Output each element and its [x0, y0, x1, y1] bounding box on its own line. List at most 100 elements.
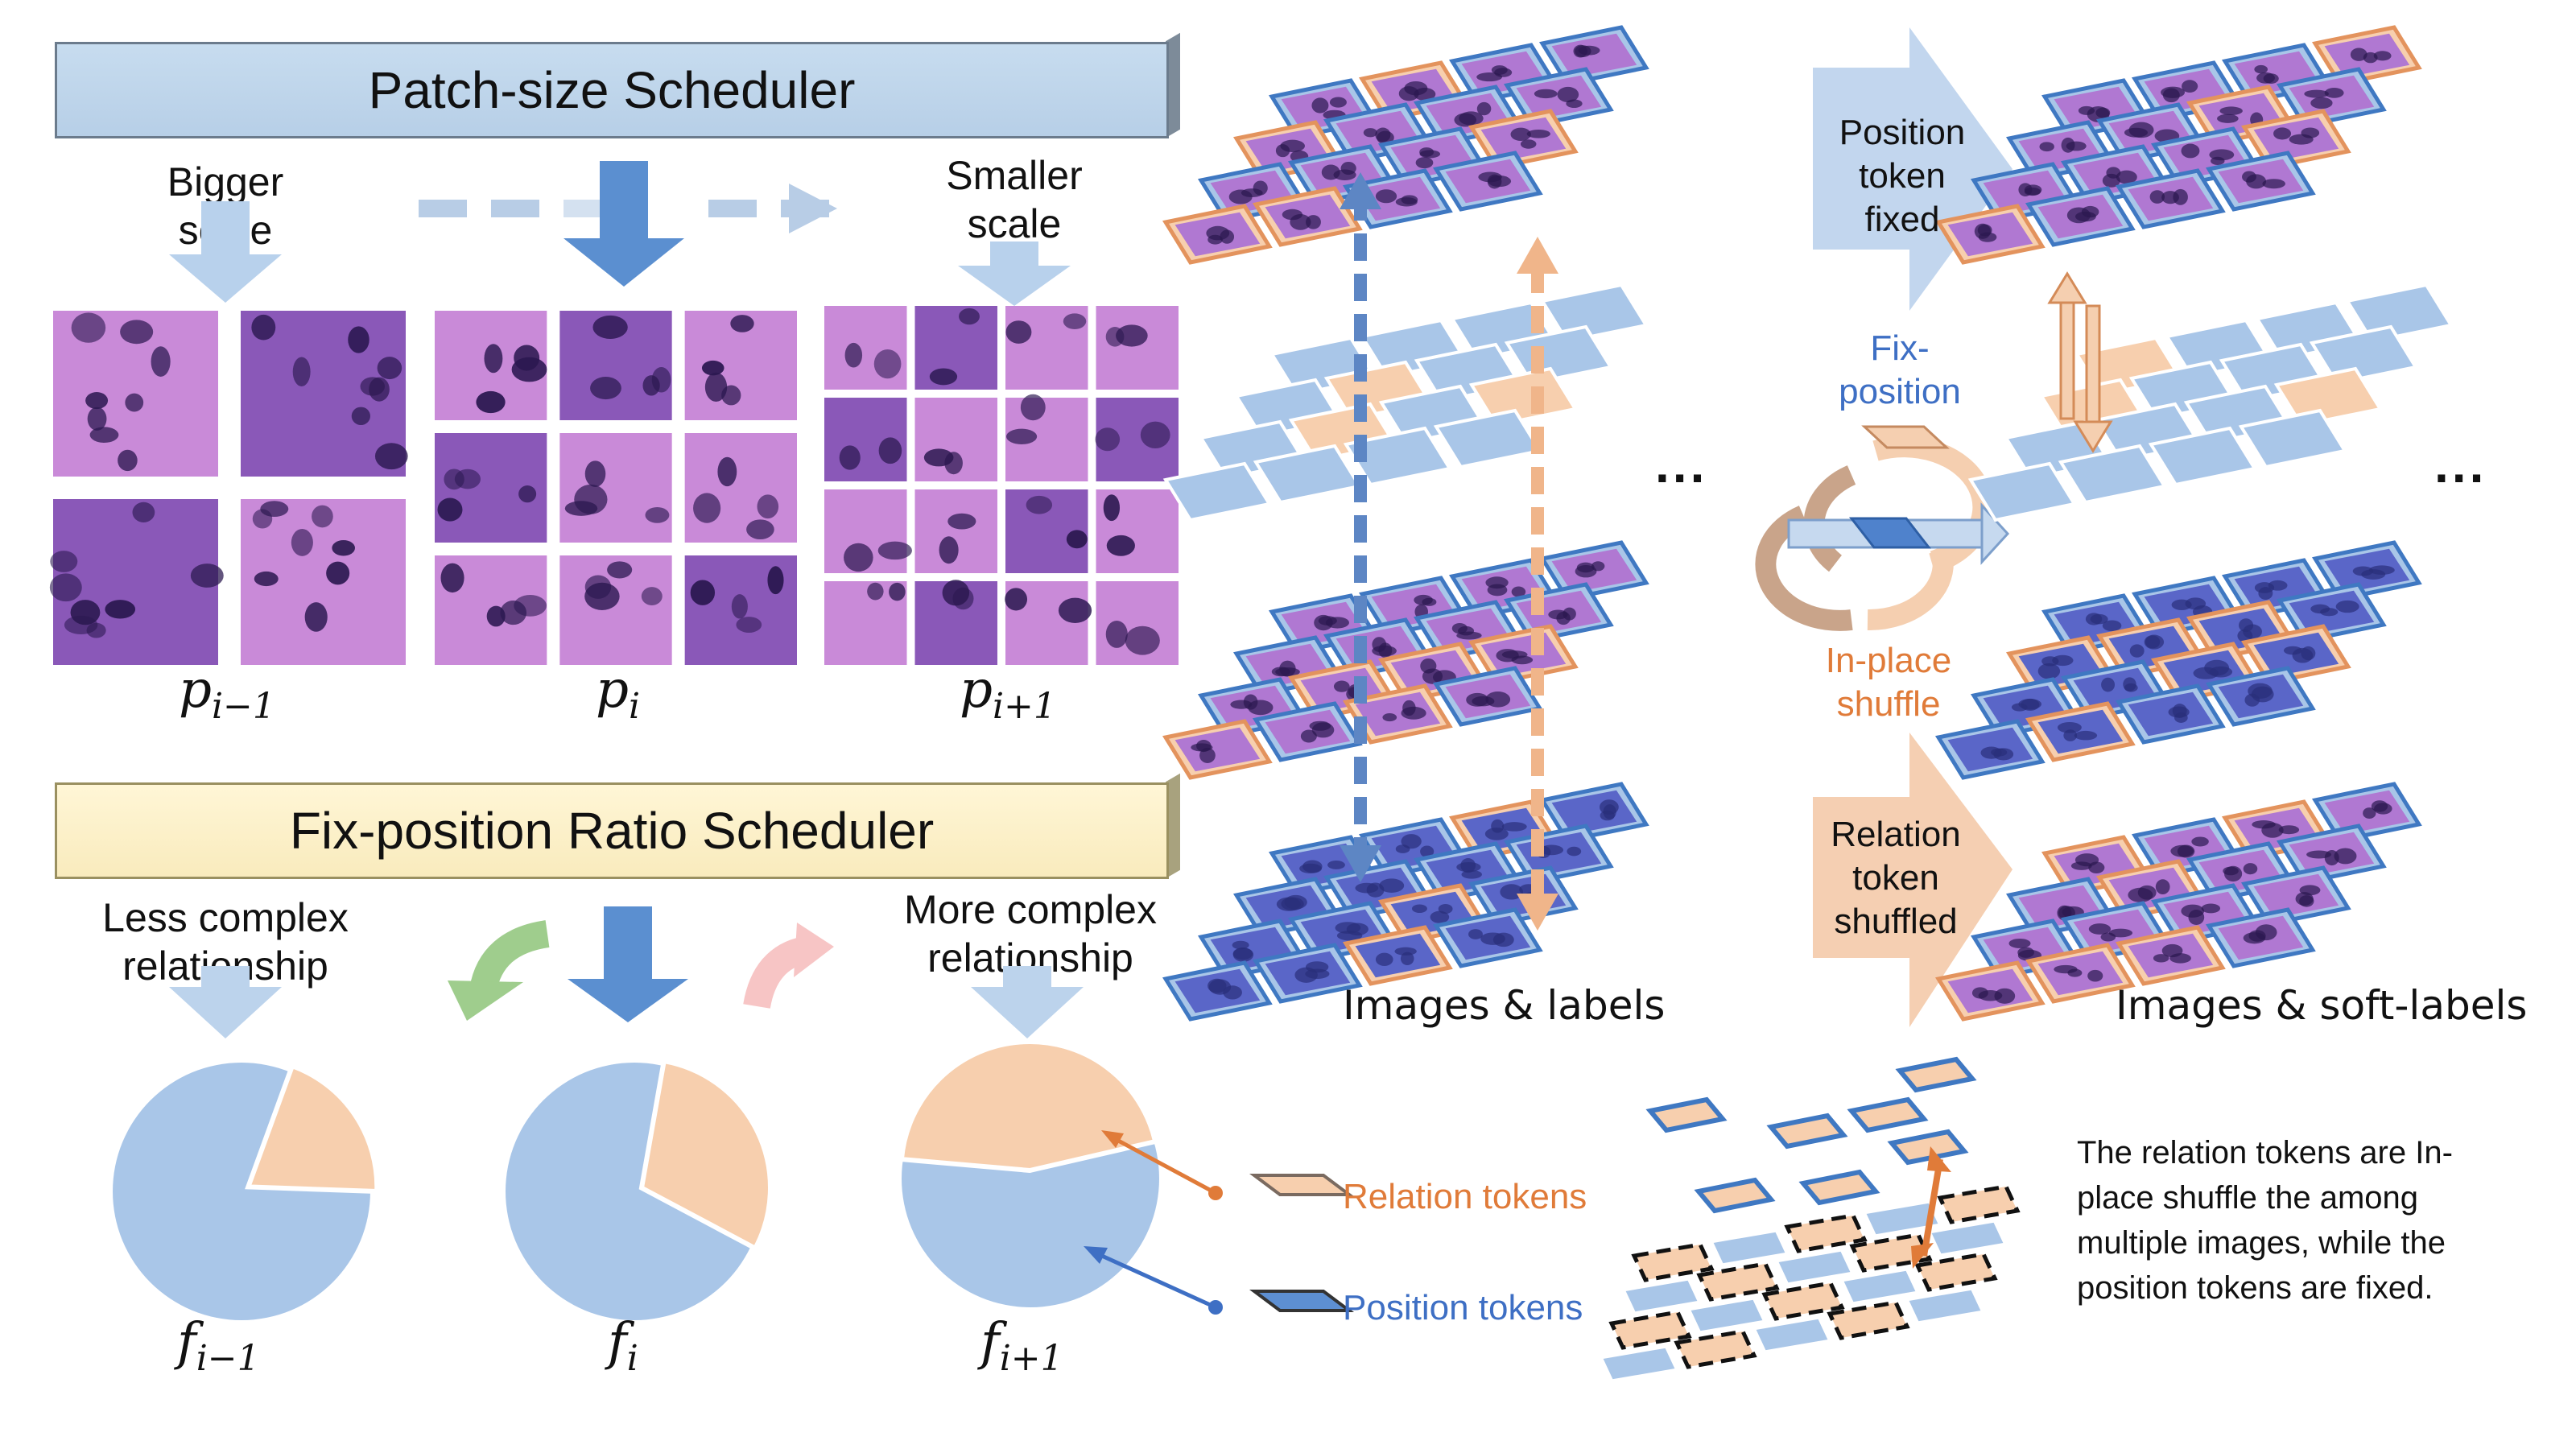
nucleus — [889, 582, 906, 601]
nucleus — [125, 393, 144, 412]
nucleus — [1191, 743, 1213, 752]
nucleus — [1382, 712, 1397, 722]
nucleus — [2088, 923, 2112, 935]
nucleus — [1419, 150, 1441, 159]
smaller-scale-label: Smaller scale — [946, 153, 1083, 246]
nucleus — [2335, 600, 2359, 613]
nucleus — [607, 561, 633, 579]
tissue-patch — [914, 306, 997, 390]
position-token — [1343, 426, 1453, 487]
nucleus — [120, 320, 154, 345]
position-fixed-flow-arrow — [1813, 27, 2013, 311]
nucleus — [1395, 844, 1410, 853]
nucleus — [1485, 576, 1509, 589]
slot-position-token — [1773, 1247, 1856, 1287]
slot-relation-token — [1937, 1184, 2021, 1224]
nucleus — [2334, 848, 2357, 865]
nucleus — [2100, 932, 2116, 942]
slot-position-token — [1597, 1344, 1681, 1384]
slot-relation-token — [1761, 1281, 1845, 1321]
slot-relation-token — [1849, 1232, 1933, 1273]
relation-token-shuffled-label: Relation token shuffled — [1831, 815, 1961, 941]
nucleus — [304, 602, 328, 632]
nucleus — [2243, 863, 2258, 875]
nucleus — [693, 493, 721, 523]
relation-token — [2025, 701, 2136, 762]
nucleus — [2057, 721, 2082, 733]
tissue-patch — [824, 306, 907, 390]
nucleus — [1311, 722, 1335, 738]
nucleus — [1460, 858, 1476, 873]
nucleus — [1208, 978, 1227, 993]
label-f-cur: fi — [608, 1312, 638, 1379]
nucleus — [942, 580, 970, 606]
nucleus — [1411, 904, 1427, 914]
relation-token — [2025, 943, 2136, 1004]
nucleus — [1991, 748, 2008, 757]
nucleus — [2219, 106, 2243, 116]
layer-link-arrows — [1340, 172, 1558, 931]
nucleus — [1333, 169, 1356, 181]
label-f-prev: fi−1 — [177, 1312, 260, 1379]
position-token — [2115, 683, 2226, 745]
slot-position-token — [1620, 1276, 1703, 1316]
tissue-patch — [914, 580, 997, 665]
tissue-patch — [1095, 398, 1179, 481]
patch-size-scheduler-title: Patch-size Scheduler — [368, 61, 856, 119]
nucleus — [1400, 952, 1414, 965]
relation-token — [2240, 109, 2351, 170]
nucleus — [86, 622, 106, 638]
tissue-patch — [1005, 394, 1088, 481]
position-token — [1252, 701, 1363, 762]
relation-token — [1468, 624, 1579, 685]
nucleus — [1232, 940, 1249, 950]
nucleus — [2373, 51, 2392, 61]
patch-size-scheduler-banner: Patch-size Scheduler — [55, 42, 1169, 138]
nucleus — [1125, 625, 1160, 655]
nucleus — [757, 494, 779, 519]
tissue-patch — [684, 311, 797, 420]
more-complex-arrow — [971, 966, 1084, 1038]
pie-chart-f-next — [898, 1039, 1159, 1307]
nucleus — [1557, 86, 1579, 103]
nucleus — [1414, 87, 1436, 101]
nucleus — [2244, 693, 2260, 707]
token-layer — [1162, 25, 1649, 265]
relation-token — [2240, 624, 2351, 685]
position-token — [1432, 151, 1543, 212]
nucleus — [2324, 88, 2344, 98]
nucleus — [1395, 197, 1418, 207]
nucleus — [2181, 143, 2200, 159]
bigger-scale-arrow — [169, 201, 282, 303]
nucleus — [2191, 836, 2209, 847]
tissue-patch — [1096, 489, 1179, 573]
nucleus — [2102, 620, 2122, 632]
relation-pointer — [1101, 1130, 1223, 1200]
nucleus — [1496, 649, 1519, 663]
nucleus — [730, 315, 754, 332]
nucleus — [590, 377, 621, 400]
floating-relation-token — [1798, 1169, 1880, 1206]
position-token — [2276, 824, 2387, 885]
nucleus — [1284, 894, 1307, 910]
position-token — [1252, 943, 1363, 1004]
nucleus — [444, 469, 464, 490]
nucleus — [717, 456, 737, 487]
nucleus — [1372, 637, 1387, 652]
position-pointer — [1084, 1246, 1223, 1315]
nucleus — [1401, 834, 1422, 849]
nucleus — [2363, 807, 2376, 819]
nucleus — [2304, 89, 2329, 98]
nucleus — [1305, 215, 1321, 229]
nucleus — [2124, 683, 2138, 692]
nucleus — [2024, 187, 2041, 196]
nucleus — [2324, 849, 2339, 866]
relation-token — [1468, 109, 1579, 170]
tissue-patch — [914, 398, 997, 481]
patch-grid-4x4 — [824, 306, 1179, 665]
nucleus — [291, 529, 313, 556]
nucleus — [939, 536, 959, 564]
nucleus — [1346, 923, 1368, 936]
nucleus — [641, 587, 663, 606]
position-token-fixed-label: Position token fixed — [1839, 113, 1966, 239]
